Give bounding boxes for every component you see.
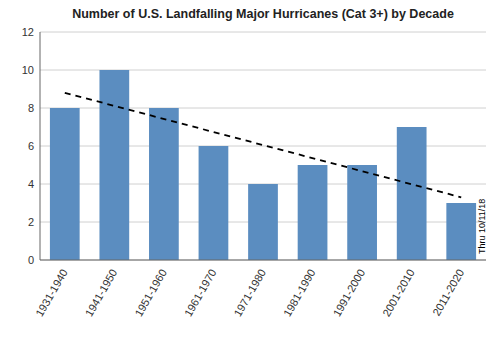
x-tick-label: 1981-1990 [281,267,318,319]
grid-line [40,32,486,33]
x-tick-label: 1971-1980 [231,267,268,319]
y-tick-label: 0 [28,254,34,266]
x-tick-label: 1931-1940 [33,267,70,319]
grid-line [40,260,486,261]
x-axis: 1931-1940 1941-1950 1951-1960 1961-1970 1971… [33,267,466,319]
annotation: Thru 10/11/18 [477,199,487,254]
bar [149,108,179,260]
bar [199,146,229,260]
x-tick-label: 1941-1950 [83,267,120,319]
chart-container: Number of U.S. Landfalling Major Hurrica… [0,0,500,340]
x-axis-line [40,260,486,261]
bar [397,127,427,260]
x-tick-label: 1991-2000 [330,267,367,319]
title: Number of U.S. Landfalling Major Hurrica… [72,7,454,21]
y-axis-line [40,32,41,260]
chart: Number of U.S. Landfalling Major Hurrica… [0,0,500,340]
y-tick-label: 4 [28,178,34,190]
y-tick-label: 12 [22,26,34,38]
bar [248,184,278,260]
x-tick-label: 1961-1970 [182,267,219,319]
trend-line [65,93,461,198]
y-tick-label: 8 [28,102,34,114]
x-tick-label: 2001-2010 [380,267,417,319]
plot-area [50,70,476,260]
x-tick-label: 1951-1960 [132,267,169,319]
y-tick-label: 2 [28,216,34,228]
bar [99,70,129,260]
bar [298,165,328,260]
y-tick-label: 10 [22,64,34,76]
y-tick-label: 6 [28,140,34,152]
bar [50,108,80,260]
y-axis: 0 2 4 6 8 10 12 [22,26,34,266]
x-tick-label: 2011-2020 [430,267,466,318]
grid [40,32,486,260]
bar [347,165,377,260]
bar [446,203,476,260]
